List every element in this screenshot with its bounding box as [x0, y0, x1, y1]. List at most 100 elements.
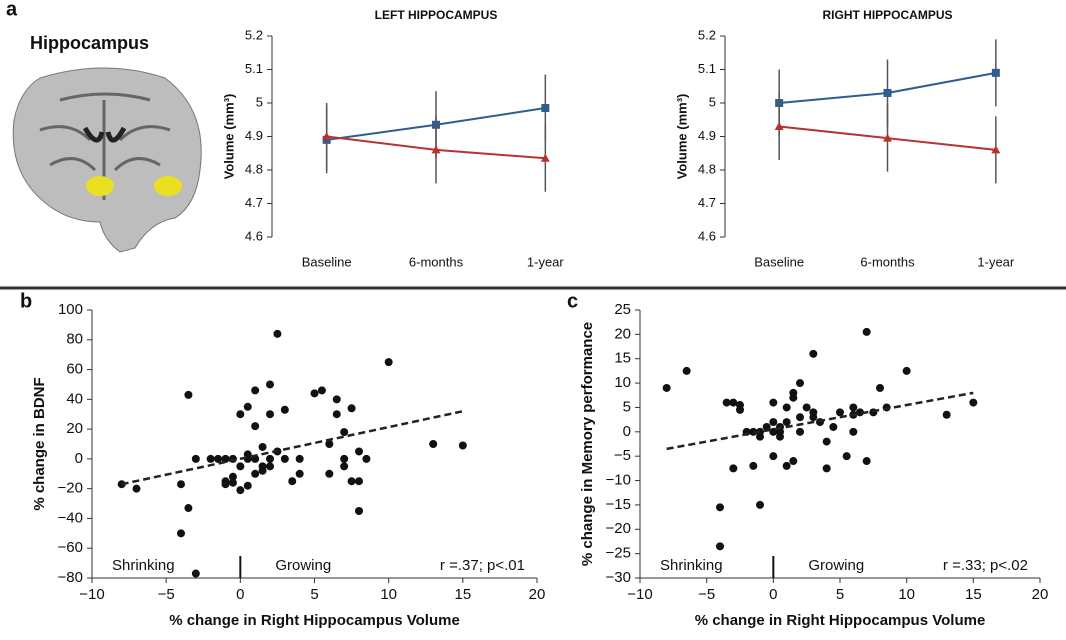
point [796, 379, 804, 388]
point [243, 481, 252, 490]
y-tick-label: 0 [623, 423, 631, 440]
point [325, 440, 334, 448]
y-tick-label: 4.8 [698, 161, 716, 176]
y-tick-label: −20 [606, 520, 631, 537]
point [716, 503, 724, 512]
point [862, 327, 871, 336]
y-tick-label: 5.1 [245, 61, 263, 76]
y-tick-label: 4.6 [698, 228, 716, 243]
point [332, 410, 341, 419]
point [883, 133, 892, 142]
point [782, 418, 791, 427]
point [295, 454, 304, 463]
point [883, 88, 892, 97]
point [736, 401, 744, 410]
point [288, 477, 297, 486]
x-tick-label: Baseline [302, 254, 352, 269]
panel-label: b [20, 290, 32, 312]
point [236, 462, 245, 471]
point [258, 442, 267, 451]
point [191, 569, 200, 578]
y-tick-label: 60 [66, 361, 83, 378]
point [221, 454, 230, 463]
x-tick-label: 10 [898, 586, 915, 603]
point [251, 386, 260, 395]
point [221, 480, 230, 489]
point [969, 398, 978, 407]
point [295, 469, 304, 478]
point [228, 478, 237, 487]
point [809, 413, 818, 422]
point [822, 464, 831, 473]
point [355, 507, 363, 515]
point [769, 418, 778, 427]
x-tick-label: −5 [158, 586, 175, 603]
point [322, 132, 332, 140]
point [776, 427, 784, 436]
point [266, 454, 274, 463]
y-axis-label: Volume (mm³) [674, 94, 689, 180]
y-tick-label: 25 [614, 301, 631, 318]
point [206, 454, 215, 463]
trend-line [666, 391, 974, 451]
point [132, 484, 141, 493]
y-tick-label: 10 [614, 374, 631, 391]
point [347, 404, 356, 413]
point [266, 410, 274, 419]
y-tick-label: 5.1 [698, 61, 716, 76]
y-tick-label: 5.2 [245, 27, 263, 42]
x-tick-label: 0 [769, 586, 777, 603]
y-tick-label: 4.7 [698, 195, 716, 210]
point [541, 104, 550, 113]
y-axis-label: Volume (mm³) [221, 94, 236, 180]
x-tick-label: 5 [836, 586, 844, 603]
y-tick-label: −25 [606, 545, 631, 562]
y-tick-label: −20 [58, 480, 83, 497]
x-tick-label: 10 [380, 586, 397, 603]
y-tick-label: 4.6 [245, 228, 263, 243]
point [716, 542, 724, 551]
point [251, 469, 260, 478]
point [836, 408, 844, 417]
annotation: Shrinking [660, 557, 723, 574]
y-tick-label: 15 [614, 350, 631, 367]
point [662, 383, 671, 392]
point [756, 500, 764, 509]
x-tick-label: 6-months [409, 254, 464, 269]
point [251, 422, 260, 431]
y-tick-label: −5 [614, 447, 631, 464]
point [214, 454, 223, 463]
point [340, 462, 349, 471]
point [340, 428, 349, 437]
point [429, 440, 438, 448]
point [332, 395, 341, 404]
point [228, 472, 237, 481]
point [789, 393, 798, 402]
trend-line [121, 410, 464, 486]
y-tick-label: 5 [623, 398, 631, 415]
point [431, 145, 441, 154]
panel-label: c [567, 290, 578, 312]
point [317, 386, 326, 395]
y-tick-label: −60 [58, 539, 83, 556]
point [769, 452, 778, 461]
point [177, 480, 185, 489]
panel-label: a [6, 0, 18, 20]
point [191, 454, 200, 463]
point [802, 403, 811, 412]
y-tick-label: 4.9 [245, 128, 263, 143]
point [876, 383, 884, 392]
x-tick-label: −5 [698, 586, 715, 603]
point [769, 398, 778, 407]
y-tick-label: 5.2 [698, 27, 716, 42]
point [991, 145, 1001, 154]
point [280, 454, 289, 463]
x-tick-label: −10 [79, 586, 104, 603]
x-tick-label: −10 [627, 586, 652, 603]
point [340, 454, 349, 463]
y-tick-label: 20 [614, 325, 631, 342]
y-tick-label: −15 [606, 496, 631, 513]
y-tick-label: 4.9 [698, 128, 716, 143]
point [749, 461, 758, 470]
point [273, 329, 282, 338]
